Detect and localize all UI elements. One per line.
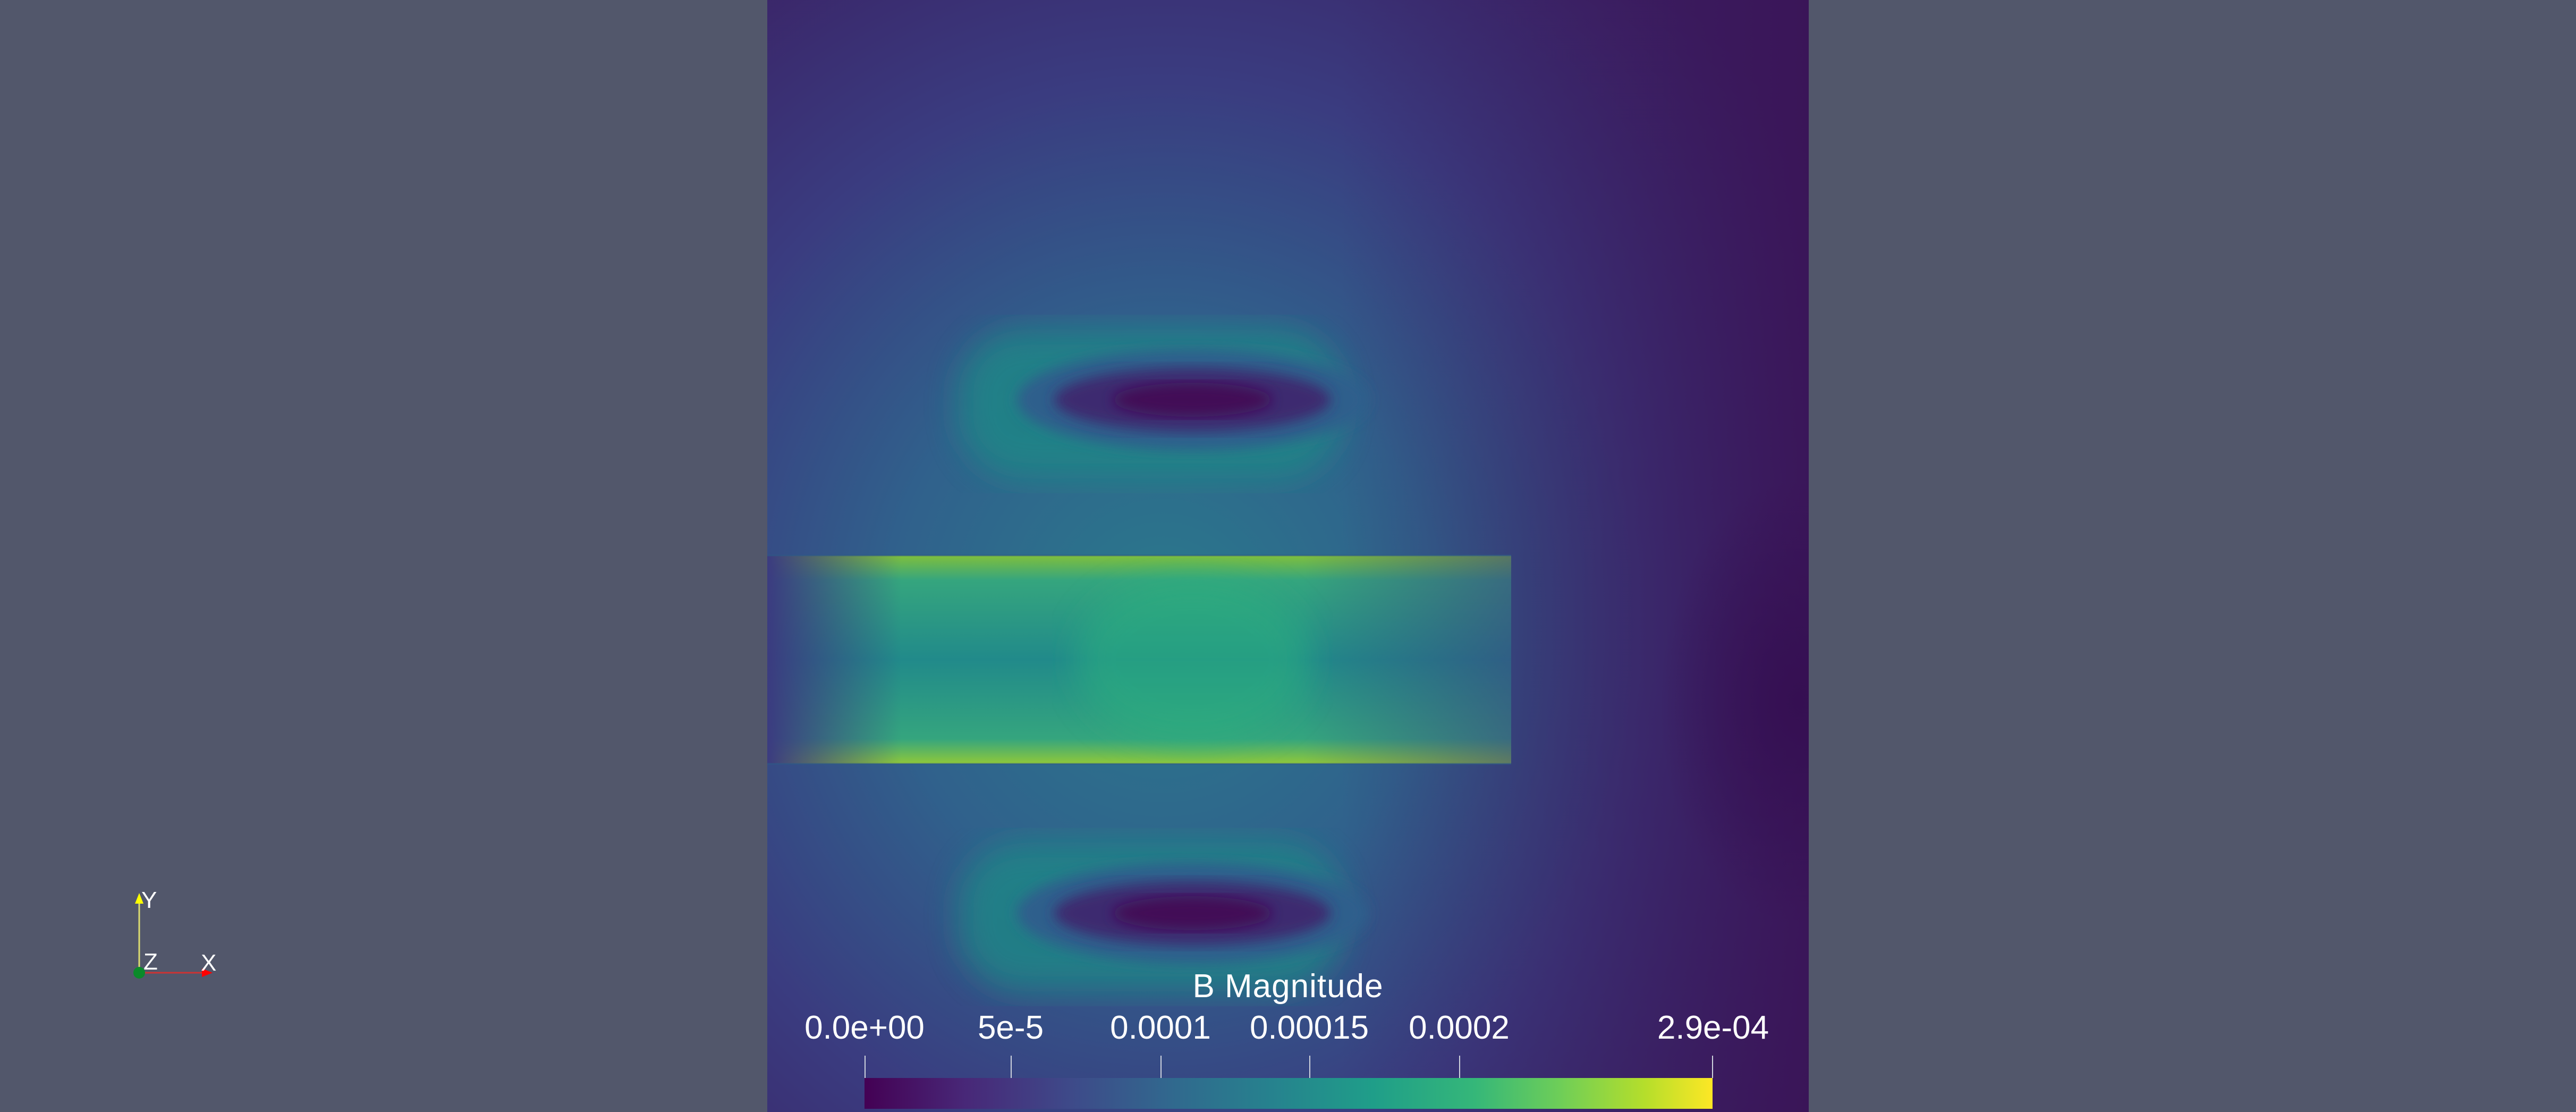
colorbar-tick [1712, 1056, 1713, 1078]
upper-coil-region [959, 330, 1368, 478]
colorbar-tick-label: 0.0002 [1409, 1009, 1510, 1046]
field-magnitude-image [767, 0, 1809, 1112]
colorbar-tick [1011, 1056, 1012, 1078]
magnetic-field-plot[interactable]: B Magnitude 0.0e+00 5e-5 0.0001 0.00015 … [767, 0, 1809, 1112]
colorbar-tick-label: 0.00015 [1249, 1009, 1369, 1046]
core-region [767, 554, 1511, 765]
lower-coil-region [959, 843, 1368, 991]
colorbar-tick-label: 5e-5 [977, 1009, 1044, 1046]
color-legend: B Magnitude 0.0e+00 5e-5 0.0001 0.00015 … [767, 0, 1809, 1112]
colorbar-tick-label: 0.0e+00 [804, 1009, 925, 1046]
colorbar-tick [1309, 1056, 1310, 1078]
colorbar-tick [1459, 1056, 1460, 1078]
x-axis-label: X [201, 950, 217, 976]
axes-triad-icon [133, 893, 213, 979]
colorbar-tick [865, 1056, 866, 1078]
colorbar-tick [1160, 1056, 1162, 1078]
colorbar-title: B Magnitude [1192, 968, 1384, 1005]
colorbar-tick-label: 0.0001 [1110, 1009, 1211, 1046]
orientation-axes: Y Z X [106, 882, 244, 989]
y-axis-label: Y [141, 887, 157, 913]
colorbar-gradient [865, 1078, 1713, 1109]
z-axis-label: Z [143, 949, 158, 975]
colorbar-tick-label: 2.9e-04 [1657, 1009, 1769, 1046]
